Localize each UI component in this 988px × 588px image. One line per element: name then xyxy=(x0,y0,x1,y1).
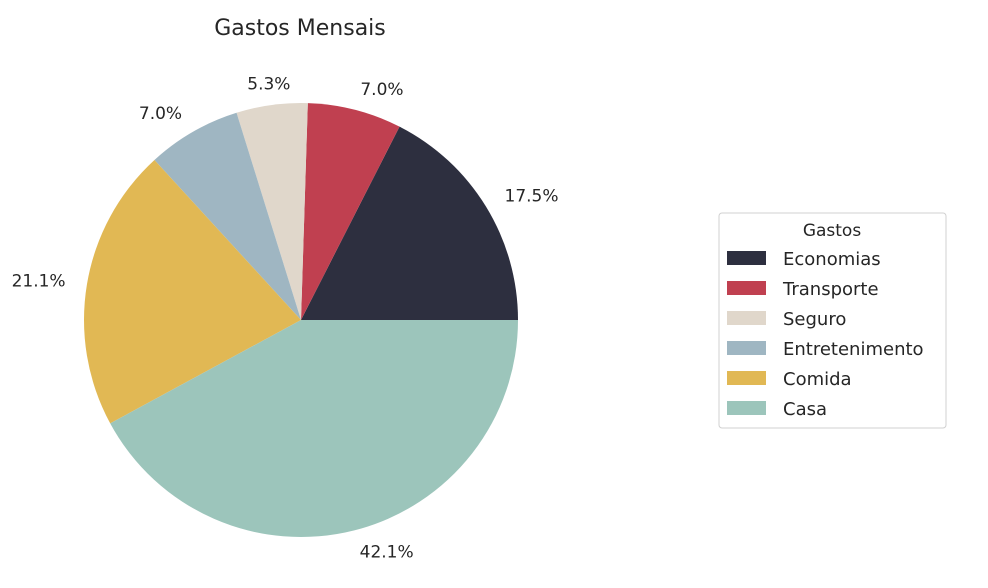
pie-slice-seguro xyxy=(236,103,308,321)
legend-label: Casa xyxy=(783,399,827,420)
pie-percent-label: 5.3% xyxy=(247,74,290,94)
pie-slices xyxy=(83,103,519,537)
pie-percent-label: 21.1% xyxy=(12,271,66,291)
chart-title: Gastos Mensais xyxy=(214,16,386,41)
legend: Gastos Economias Transporte Seguro Entreten… xyxy=(718,212,947,429)
pie-percent-label: 7.0% xyxy=(360,80,403,100)
pie-percent-label: 42.1% xyxy=(360,542,414,562)
legend-swatch xyxy=(727,341,766,355)
pie-slice-casa xyxy=(110,320,519,537)
legend-title: Gastos xyxy=(803,221,862,241)
legend-label: Seguro xyxy=(783,309,846,330)
legend-swatch xyxy=(727,401,766,415)
pie-slice-economias xyxy=(301,126,518,320)
pie-percent-labels: 17.5% 7.0% 5.3% 7.0% 21.1% 42.1% xyxy=(12,74,559,562)
legend-label: Economias xyxy=(783,249,881,270)
legend-swatch xyxy=(727,251,766,265)
legend-swatch xyxy=(727,371,766,385)
legend-frame xyxy=(718,212,947,429)
legend-label: Transporte xyxy=(782,279,879,300)
pie-percent-label: 7.0% xyxy=(139,104,182,124)
pie-slice-entretenimento xyxy=(154,112,301,320)
legend-swatch xyxy=(727,281,766,295)
pie-slice-comida xyxy=(83,159,301,424)
pie-slice-transporte xyxy=(301,103,400,320)
legend-label: Comida xyxy=(783,369,852,390)
legend-items: Economias Transporte Seguro Entretenimento C… xyxy=(727,249,924,420)
legend-label: Entretenimento xyxy=(783,339,924,360)
pie-percent-label: 17.5% xyxy=(505,186,559,206)
legend-swatch xyxy=(727,311,766,325)
